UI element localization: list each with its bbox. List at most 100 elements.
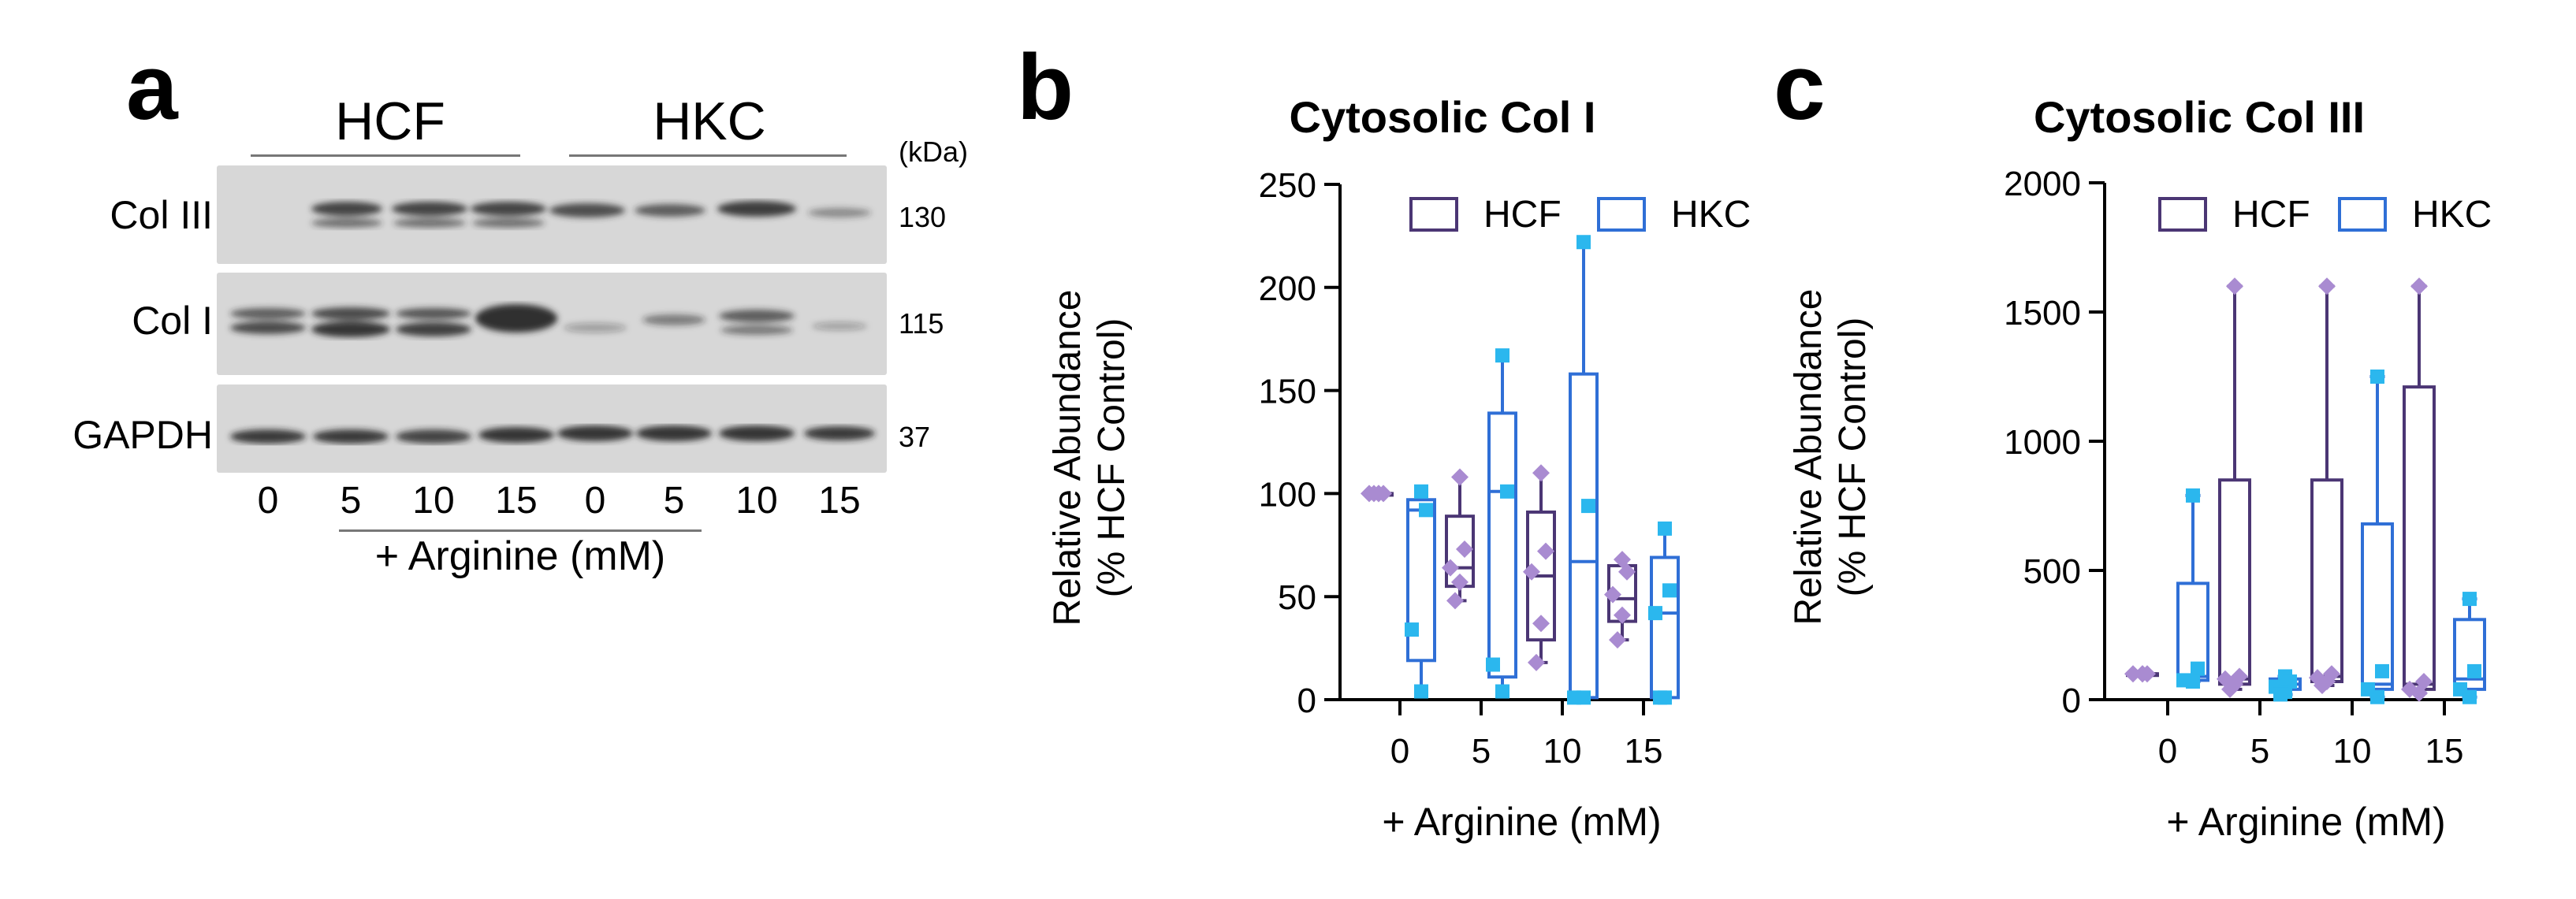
chart-title: Cytosolic Col III — [2034, 92, 2365, 142]
x-axis-label: + Arginine (mM) — [2166, 800, 2445, 844]
y-tick-label: 1500 — [2004, 294, 2081, 332]
row-label-gapdh: GAPDH — [73, 413, 213, 457]
row-label-col-i: Col I — [132, 299, 213, 343]
x-tick-label: 15 — [1625, 732, 1663, 771]
y-axis-label-line2: (% HCF Control) — [1091, 318, 1133, 598]
panel-label-c: c — [1774, 35, 1826, 139]
legend-swatch-hcf — [2158, 197, 2207, 232]
box-hcf — [2218, 478, 2251, 686]
x-tick-label: 5 — [1472, 732, 1491, 771]
data-point-hcf — [1365, 485, 1383, 503]
data-point-hkc — [2370, 689, 2384, 704]
y-tick-label: 500 — [2023, 552, 2081, 591]
y-tick-label: 0 — [1297, 682, 1316, 720]
x-tick-label: 10 — [2333, 732, 2372, 771]
data-point-hkc — [1500, 484, 1514, 499]
y-axis-label-line2: (% HCF Control) — [1832, 318, 1874, 597]
data-point-hcf — [1604, 585, 1621, 604]
y-tick-label: 100 — [1259, 475, 1316, 514]
data-point-hkc — [1576, 690, 1591, 705]
lane-label: 10 — [412, 480, 455, 522]
blot-col-iii-bands — [311, 201, 871, 228]
data-point-hkc — [1658, 521, 1672, 536]
box-hkc — [2361, 522, 2394, 691]
data-point-hkc — [1414, 684, 1428, 699]
group-underline-hcf — [251, 154, 520, 157]
data-point-hcf — [1532, 615, 1550, 633]
y-tick-label: 2000 — [2004, 165, 2081, 203]
kda-header: (kDa) — [899, 136, 968, 168]
box-hkc — [1406, 498, 1436, 663]
blot-xlabel: + Arginine (mM) — [374, 533, 666, 579]
box-hkc — [1487, 411, 1517, 679]
data-point-hkc — [1414, 484, 1428, 499]
lane-label: 5 — [340, 480, 362, 522]
x-tick-label: 15 — [2425, 732, 2464, 771]
data-point-hcf — [2221, 680, 2239, 698]
x-tick-label: 0 — [2158, 732, 2177, 771]
x-tick-label: 0 — [1390, 732, 1409, 771]
data-point-hcf — [2134, 665, 2151, 683]
data-point-hcf — [1523, 563, 1540, 581]
y-tick-label: 250 — [1259, 166, 1316, 205]
data-point-hcf — [1451, 573, 1469, 591]
lane-label: 0 — [257, 480, 279, 522]
data-point-hkc — [1405, 622, 1419, 637]
y-axis-label-line1: Relative Abundance — [1788, 289, 1830, 626]
y-tick-label: 200 — [1259, 269, 1316, 308]
blot-col-iii — [217, 165, 887, 264]
data-point-hcf — [1456, 541, 1473, 559]
data-point-hcf — [1537, 542, 1554, 560]
data-point-hcf — [2318, 277, 2336, 295]
row-label-col-iii: Col III — [110, 193, 213, 237]
data-point-hcf — [2226, 277, 2243, 295]
blot-col-i-bands — [230, 304, 867, 337]
blot-gapdh-bands — [230, 425, 875, 444]
data-point-hkc — [1495, 348, 1509, 363]
legend-swatch-hkc — [1597, 197, 1646, 232]
data-point-hkc — [2186, 674, 2200, 689]
data-point-hcf — [2314, 676, 2331, 694]
data-point-hkc — [2467, 663, 2481, 678]
data-point-hcf — [2410, 277, 2428, 295]
x-tick-label: 5 — [2250, 732, 2269, 771]
data-point-hcf — [1614, 606, 1631, 624]
data-point-hkc — [2191, 661, 2205, 676]
kda-gapdh: 37 — [899, 421, 931, 453]
legend-label-hcf: HCF — [2232, 194, 2310, 236]
data-point-hkc — [1648, 606, 1662, 621]
data-point-hkc — [1495, 684, 1509, 699]
chart-title: Cytosolic Col I — [1290, 92, 1596, 142]
y-tick-label: 150 — [1259, 373, 1316, 411]
y-axis-label-line1: Relative Abundance — [1047, 290, 1089, 626]
lane-label: 0 — [584, 480, 606, 522]
data-point-hcf — [1451, 468, 1469, 486]
chart-cytosolic-col-iii: Cytosolic Col III HCF HKC 0 500 1000 1500 2000 R… — [1788, 92, 2492, 844]
y-tick-label: 1000 — [2004, 423, 2081, 462]
box-hkc — [2453, 618, 2486, 691]
blot-col-i — [217, 273, 887, 375]
lane-label: 10 — [735, 480, 778, 522]
x-tick-label: 10 — [1543, 732, 1582, 771]
group-label-hcf: HCF — [335, 91, 445, 151]
legend-swatch-hkc — [2338, 197, 2387, 232]
blot-gapdh — [217, 384, 887, 473]
arginine-underline — [339, 529, 702, 532]
data-point-hkc — [2370, 370, 2384, 384]
panel-label-a: a — [126, 35, 178, 139]
box-hkc — [1569, 372, 1599, 700]
group-label-hkc: HKC — [653, 91, 766, 151]
data-point-hkc — [1419, 503, 1433, 518]
lane-label: 15 — [495, 480, 538, 522]
data-point-hkc — [1653, 690, 1667, 705]
kda-col-i: 115 — [899, 307, 944, 340]
lane-label: 5 — [663, 480, 685, 522]
legend-swatch-hcf — [1409, 197, 1458, 232]
box-hcf — [2310, 478, 2343, 684]
data-point-hcf — [1446, 592, 1464, 610]
data-point-hcf — [1528, 653, 1545, 671]
y-tick-label: 0 — [2062, 682, 2081, 720]
data-point-hcf — [1609, 631, 1626, 649]
data-point-hkc — [1662, 583, 1677, 598]
